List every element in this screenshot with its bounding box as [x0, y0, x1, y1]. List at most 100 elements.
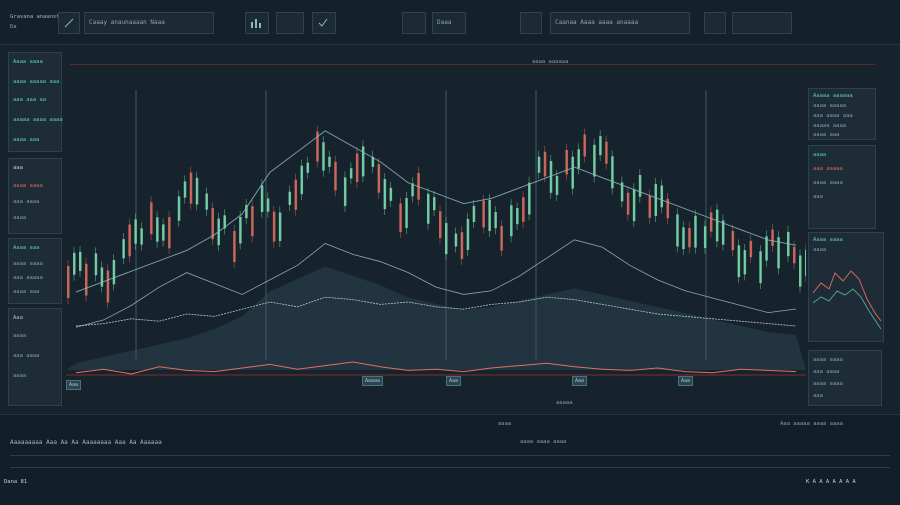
candle-body	[94, 253, 98, 276]
candle-body	[439, 211, 442, 238]
right-panel-1: Aaaaa aaaaaa aaaa aaaaa aaa aaaa aaa aaa…	[808, 88, 876, 140]
bottom-headline: Aaaaaaaaa Aaa Aa Aa Aaaaaaaa Aaa Aa Aaaa…	[10, 439, 162, 446]
main-chart[interactable]	[66, 70, 806, 410]
candle-body	[233, 230, 236, 263]
candle-body	[411, 183, 414, 197]
candle-body	[759, 251, 762, 284]
candle-body	[245, 204, 248, 219]
checkmark-icon	[318, 18, 328, 27]
candle-body	[405, 198, 408, 229]
status-field: Caanaa Aaaa aaaa anaaaa	[550, 12, 690, 34]
oscillator-line	[75, 296, 797, 327]
candle-body	[454, 233, 458, 247]
panel-row: aaa aaaaa	[13, 275, 43, 281]
bottom-divider	[10, 455, 890, 456]
panel-row: aaa aaaaa	[813, 166, 843, 172]
candle-body	[565, 149, 568, 175]
panel-title: Aaaaa aaaaaa	[813, 93, 853, 99]
candle-body	[799, 255, 802, 287]
candle-body	[543, 151, 547, 177]
app-title: Gravana anaansh	[10, 14, 60, 20]
candle-body	[67, 266, 70, 298]
candle-body	[223, 215, 226, 229]
candle-body	[73, 252, 76, 275]
left-panel-2: aaa aaaa aaaa aaa aaaa aaaa	[8, 158, 62, 234]
candle-body	[737, 245, 741, 278]
panel-row: aaa	[813, 194, 823, 200]
candle-body	[211, 208, 214, 240]
candle-body	[666, 198, 670, 219]
center-label[interactable]: Daaa	[432, 12, 466, 34]
candle-body	[140, 228, 143, 245]
candle-body	[383, 179, 387, 210]
check-button[interactable]	[312, 12, 336, 34]
candle-body	[638, 174, 642, 197]
candle-body	[79, 251, 82, 271]
volume-line	[75, 361, 797, 375]
candle-body	[168, 217, 171, 249]
panel-row: aaaa aaaa	[813, 180, 843, 186]
candle-body	[510, 205, 513, 237]
candle-body	[377, 164, 381, 193]
candle-body	[189, 172, 193, 204]
candle-body	[389, 187, 393, 201]
candle-body	[593, 144, 596, 177]
candle-body	[260, 185, 264, 212]
candle-body	[316, 131, 319, 162]
panel-title: Aaaa aaaa	[13, 59, 43, 65]
candle-body	[611, 156, 614, 189]
series-line-1	[75, 130, 797, 293]
status-left: Dana 81	[4, 479, 28, 485]
bar-chart-button[interactable]	[245, 12, 269, 34]
candle-body	[709, 212, 713, 232]
panel-row: aaa aaaa	[13, 199, 40, 205]
candle-body	[399, 203, 402, 233]
panel-row: aaa aaa aa	[13, 97, 47, 103]
candle-body	[731, 230, 735, 251]
candle-body	[632, 189, 636, 222]
candle-body	[688, 228, 691, 248]
candle-body	[743, 250, 747, 275]
candle-body	[694, 215, 697, 248]
candle-body	[583, 134, 586, 157]
candle-body	[765, 236, 768, 261]
candle-body	[660, 185, 664, 208]
plane-button[interactable]	[520, 12, 542, 34]
bottom-small: aaaa aaaa aaaa	[520, 439, 567, 445]
candle-body	[488, 199, 491, 232]
candle-body	[749, 240, 753, 258]
candle-body	[805, 249, 806, 277]
panel-row: aaaa aaaaa	[813, 103, 847, 109]
candle-body	[266, 198, 270, 212]
candle-body	[205, 193, 208, 210]
panel-row: aaaa aaaa	[13, 261, 43, 267]
candle-body	[251, 206, 254, 237]
candle-body	[654, 184, 658, 217]
panel-title: Aaa	[13, 315, 23, 321]
candle-body	[334, 161, 337, 191]
candle-body	[106, 270, 110, 303]
candle-body	[112, 259, 116, 285]
candle-body	[162, 224, 165, 241]
candle-body	[549, 161, 553, 193]
grid-button[interactable]	[402, 12, 426, 34]
chart-icon-button[interactable]	[704, 12, 726, 34]
panel-title: Aaaa aaaa	[813, 237, 843, 243]
app-subtitle: Da	[10, 24, 17, 30]
candle-body	[427, 193, 430, 224]
candle-body	[195, 177, 199, 205]
bottom-right-controls[interactable]: Aaa aaaaa aaaa aaaa	[780, 421, 843, 427]
panel-title: aaaa	[813, 152, 827, 158]
footer-right[interactable]: K A A A A A A A	[806, 479, 856, 485]
candle-body	[771, 229, 774, 247]
candle-body	[676, 214, 679, 247]
chart-tool-button[interactable]	[58, 12, 80, 34]
symbol-field[interactable]: Caaay anaunaaaan Naaa	[84, 12, 214, 34]
panel-row: aaaa	[13, 373, 27, 379]
candle-body	[522, 197, 525, 222]
layout-button[interactable]	[276, 12, 304, 34]
panel-row: aaa aaaa aaa	[813, 113, 853, 119]
candle-body	[361, 146, 365, 177]
panel-row: aaaa aaaa	[813, 381, 843, 387]
settings-field[interactable]	[732, 12, 792, 34]
